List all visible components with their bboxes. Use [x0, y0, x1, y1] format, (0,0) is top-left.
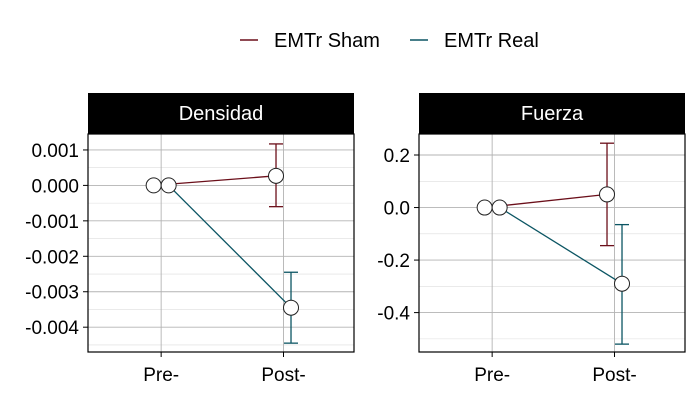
y-tick-label: 0.2 [384, 146, 410, 167]
data-point [491, 199, 508, 216]
data-point [614, 275, 631, 292]
y-tick-label: -0.4 [377, 304, 410, 325]
x-tick-label: Post- [261, 365, 305, 386]
legend-label-sham: EMTr Sham [274, 30, 380, 52]
panel-border [87, 133, 355, 353]
panel-border [418, 133, 686, 353]
y-tick-label: 0.001 [31, 141, 79, 162]
y-tick-label: 0.0 [384, 199, 410, 220]
strip-title-fuerza: Fuerza [521, 103, 584, 125]
y-tick-label: 0.000 [31, 176, 79, 197]
legend: EMTr Sham EMTr Real [240, 30, 539, 52]
x-tick-label: Pre- [474, 365, 510, 386]
legend-label-real: EMTr Real [444, 30, 539, 52]
y-tick-label: -0.003 [25, 283, 79, 304]
y-tick-label: -0.001 [25, 212, 79, 233]
panel-densidad: Densidad 0.001 0.000 -0.001 -0.002 -0.003 -0.… [25, 93, 355, 386]
y-tick-label: -0.004 [25, 318, 79, 339]
data-point [476, 199, 493, 216]
data-point [599, 186, 616, 203]
data-point [268, 167, 285, 184]
strip-fuerza [419, 93, 685, 134]
panel-fuerza: Fuerza 0.2 0.0 -0.2 -0.4 Pre- Post- [377, 93, 686, 386]
y-tick-label: -0.2 [377, 251, 410, 272]
series-line [168, 184, 292, 309]
x-tick-label: Post- [592, 365, 636, 386]
strip-title-densidad: Densidad [179, 103, 264, 125]
data-point [283, 299, 300, 316]
data-point [145, 177, 162, 194]
series-line [499, 206, 623, 285]
data-point [160, 177, 177, 194]
strip-densidad [88, 93, 354, 134]
y-tick-label: -0.002 [25, 247, 79, 268]
x-tick-label: Pre- [143, 365, 179, 386]
